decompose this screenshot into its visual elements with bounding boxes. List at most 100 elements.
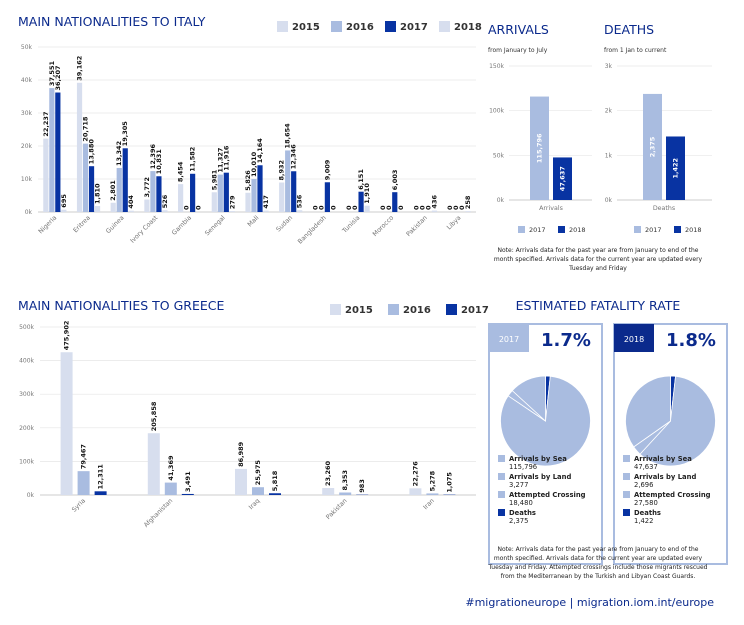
italy-category-label: Eritrea: [72, 214, 92, 234]
greece-data-label: 79,467: [80, 444, 88, 469]
fatality-2017-legend-swatch: [498, 509, 505, 516]
deaths-data-label: 1,422: [672, 158, 680, 179]
deaths-y-tick: 1k: [605, 152, 613, 159]
deaths-data-label: 2,375: [649, 136, 657, 157]
deaths-subtitle: from 1 Jan to current: [604, 47, 667, 54]
arrivals-note-line: month specified. Arrivals data for the c…: [494, 256, 703, 263]
italy-data-label: 10,831: [155, 149, 163, 175]
italy-data-label: 6,151: [357, 169, 365, 190]
greece-bar-2016: [252, 487, 264, 495]
italy-bar-2016: [150, 171, 156, 212]
greece-data-label: 205,858: [150, 401, 158, 431]
italy-bar-2018: [128, 210, 134, 212]
italy-data-label: 6,003: [391, 170, 399, 191]
greece-title: MAIN NATIONALITIES TO GREECE: [18, 298, 224, 313]
italy-data-label: 404: [127, 195, 135, 209]
deaths-y-tick: 3k: [605, 63, 613, 70]
greece-data-label: 5,278: [428, 470, 436, 491]
italy-data-label: 13,342: [115, 141, 123, 166]
italy-legend-swatch: [439, 21, 450, 32]
italy-category-label: Bangladesh: [297, 214, 328, 245]
fatality-2018-slice: [639, 375, 716, 467]
arrivals-subtitle: from January to July: [488, 47, 548, 54]
italy-bar-2015: [110, 202, 116, 212]
italy-data-label: 20,718: [82, 116, 90, 142]
deaths-legend-swatch: [674, 226, 681, 233]
italy-bar-2015: [178, 184, 184, 212]
italy-category-label: Senegal: [204, 214, 227, 237]
italy-y-tick: 40k: [21, 77, 33, 84]
fatality-2018-legend-name: Arrivals by Sea: [634, 455, 692, 463]
greece-y-tick: 500k: [19, 324, 34, 331]
italy-category-label: Guinea: [105, 214, 126, 235]
arrivals-y-tick: 150k: [489, 63, 504, 70]
italy-y-tick: 10k: [21, 176, 33, 183]
greece-bar-2017: [181, 493, 194, 495]
fatality-note-line: Note: Arrivals data for the past year ar…: [498, 546, 699, 553]
italy-bar-2018: [61, 209, 67, 212]
deaths-title: DEATHS: [604, 22, 654, 37]
italy-bar-2017: [190, 173, 196, 212]
greece-bar-2015: [60, 352, 73, 495]
italy-data-label: 0: [195, 205, 203, 210]
italy-bar-2018: [94, 206, 101, 212]
italy-legend-label: 2016: [346, 22, 374, 33]
italy-bar-2015: [144, 199, 150, 212]
italy-y-tick: 20k: [21, 143, 33, 150]
fatality-2017-legend-value: 3,277: [509, 481, 528, 489]
italy-data-label: 0: [458, 205, 466, 210]
italy-data-label: 279: [228, 195, 236, 209]
italy-data-label: 258: [464, 195, 472, 209]
italy-bar-2017: [156, 176, 162, 212]
fatality-2018-legend-swatch: [623, 509, 630, 516]
arrivals-data-label: 115,796: [536, 133, 544, 163]
italy-data-label: 3,772: [143, 177, 151, 198]
fatality-2017-year: 2017: [499, 335, 519, 344]
italy-bar-2016: [251, 178, 257, 212]
italy-data-label: 12,396: [149, 144, 157, 170]
greece-bar-2016: [426, 493, 439, 495]
fatality-2018-legend-swatch: [623, 455, 630, 462]
italy-bar-2017: [291, 171, 297, 212]
italy-data-label: 18,654: [284, 123, 292, 149]
greece-y-tick: 0k: [27, 492, 35, 499]
italy-data-label: 5,981: [210, 169, 218, 190]
deaths-category-label: Deaths: [653, 205, 675, 212]
italy-legend-swatch: [331, 21, 342, 32]
fatality-2017-legend-swatch: [498, 473, 505, 480]
italy-y-tick: 50k: [21, 44, 33, 51]
italy-bar-2017: [122, 148, 128, 212]
fatality-2017-legend-value: 18,480: [509, 499, 533, 507]
arrivals-legend-swatch: [518, 226, 525, 233]
greece-category-label: Pakistan: [325, 497, 349, 521]
fatality-2018-legend-swatch: [623, 473, 630, 480]
italy-bar-2016: [285, 150, 291, 212]
italy-bar-2017: [223, 172, 229, 212]
fatality-2017-rate: 1.7%: [541, 330, 591, 351]
greece-y-tick: 300k: [19, 391, 34, 398]
italy-data-label: 0: [345, 205, 353, 210]
arrivals-data-label: 47,637: [559, 166, 567, 191]
fatality-2017-legend-name: Deaths: [509, 509, 536, 517]
fatality-note-line: from the Mediterranean by the Turkish an…: [501, 573, 696, 580]
italy-bar-2016: [82, 143, 89, 212]
greece-bar-2016: [77, 471, 90, 495]
fatality-2018-legend-value: 1,422: [634, 517, 653, 525]
fatality-2017-legend-name: Arrivals by Land: [509, 473, 571, 481]
greece-bar-2015: [409, 488, 422, 495]
greece-bar-2015: [235, 468, 247, 495]
italy-data-label: 0: [446, 205, 454, 210]
italy-data-label: 526: [161, 194, 169, 208]
italy-bar-2017: [358, 191, 364, 212]
greece-data-label: 22,276: [411, 461, 419, 487]
italy-category-label: Pakistan: [405, 214, 429, 238]
italy-data-label: 0: [329, 205, 337, 210]
italy-data-label: 19,305: [121, 121, 129, 147]
greece-data-label: 8,353: [341, 470, 349, 491]
italy-bar-2017: [392, 192, 398, 212]
greece-legend-swatch: [330, 304, 341, 315]
italy-data-label: 8,454: [177, 161, 185, 182]
fatality-2017-year-box: [489, 324, 529, 352]
greece-bar-2015: [322, 488, 335, 495]
deaths-legend-swatch: [634, 226, 641, 233]
